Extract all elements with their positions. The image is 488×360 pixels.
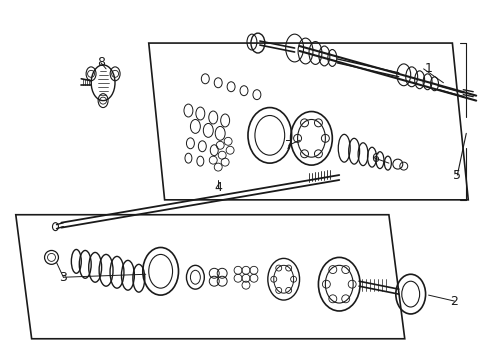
Text: 6: 6 xyxy=(370,152,378,165)
Text: 4: 4 xyxy=(214,181,222,194)
Text: 7: 7 xyxy=(284,139,292,152)
Text: 2: 2 xyxy=(449,294,457,307)
Text: 3: 3 xyxy=(60,271,67,284)
Text: 5: 5 xyxy=(452,168,460,181)
Text: 1: 1 xyxy=(424,62,431,75)
Text: 8: 8 xyxy=(97,57,105,69)
